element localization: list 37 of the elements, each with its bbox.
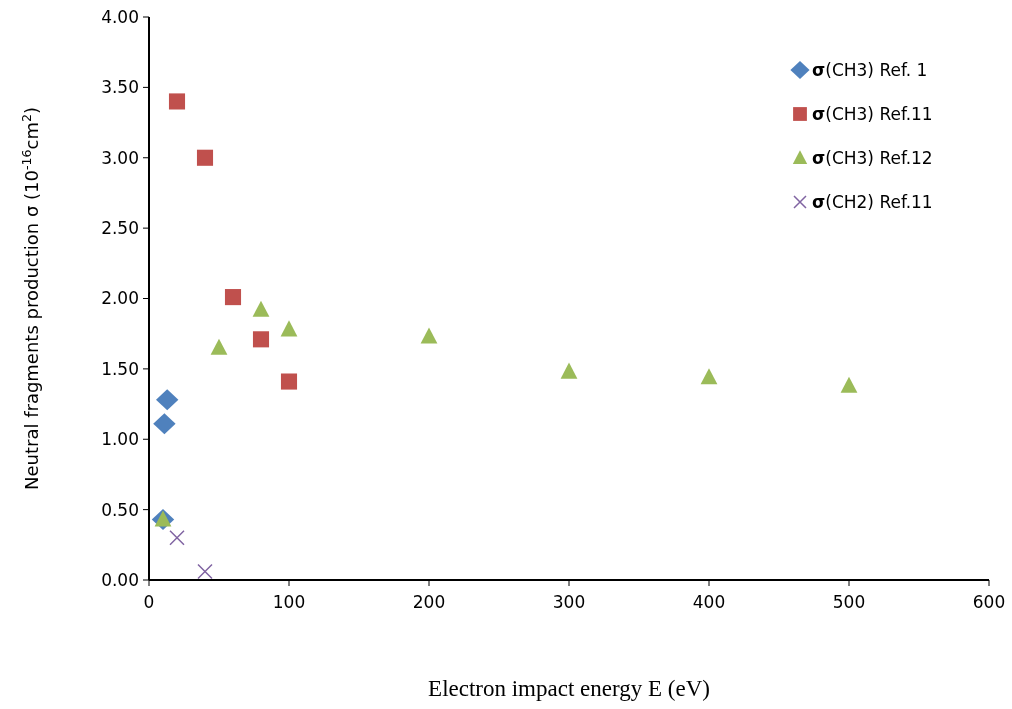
x-tick-label: 500 [832,592,866,612]
point [153,413,176,435]
point [224,289,242,306]
y-tick-label: 3.50 [101,77,139,98]
legend-label: σ(CH3) Ref.11 [812,103,933,124]
y-tick-label: 1.50 [101,358,139,379]
point [840,376,858,393]
point [420,327,438,344]
point [156,389,179,411]
legend-label: σ(CH3) Ref. 1 [812,59,928,80]
point [700,368,718,385]
point [196,149,214,166]
point [197,563,213,580]
x-tick-label: 200 [412,592,446,612]
legend-label: σ(CH3) Ref.12 [812,147,933,168]
point [169,530,185,546]
x-tick-label: 0 [143,592,155,612]
x-tick-label: 100 [272,592,306,612]
y-tick-label: 4.00 [101,6,139,27]
y-tick-label: 2.50 [101,218,139,239]
y-tick-label: 0.50 [101,499,139,520]
y-tick-label: 1.00 [101,429,139,450]
x-tick-label: 600 [972,592,1006,612]
point [280,320,298,337]
x-axis-title: Electron impact energy E (eV) [428,676,710,701]
point [210,338,228,355]
y-tick-label: 3.00 [101,147,139,168]
point [560,362,578,379]
legend-label: σ(CH2) Ref.11 [812,191,933,212]
x-tick-label: 400 [692,592,726,612]
point [252,331,270,348]
y-tick-label: 2.00 [101,288,139,309]
point [280,373,298,390]
point [252,300,270,317]
point [168,93,186,110]
x-tick-label: 300 [552,592,586,612]
y-tick-label: 0.00 [101,569,139,590]
